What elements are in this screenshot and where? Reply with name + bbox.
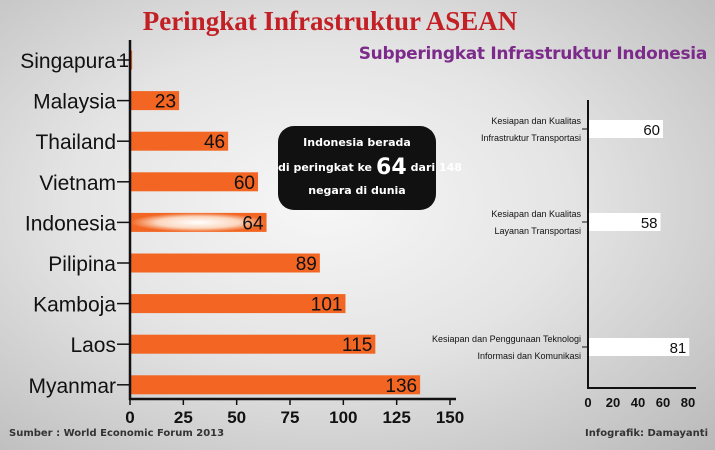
value-label-kamboja: 101 xyxy=(311,295,343,316)
sub-x-tick-label-0: 0 xyxy=(584,395,591,410)
x-tick-label-0: 0 xyxy=(125,408,134,427)
category-label-kamboja: Kamboja xyxy=(33,294,116,317)
sub-x-tick-label-60: 60 xyxy=(656,395,670,410)
bar-malaysia xyxy=(130,91,180,111)
value-label-singapura: 1 xyxy=(119,51,130,72)
value-label-vietnam: 60 xyxy=(234,173,255,194)
subbar-1 xyxy=(588,120,663,138)
category-label-malaysia: Malaysia xyxy=(33,91,116,114)
bar-kamboja xyxy=(130,294,346,314)
x-tick-label-150: 150 xyxy=(436,408,464,427)
callout-line3: negara di dunia xyxy=(308,184,406,197)
category-label-pilipina: Pilipina xyxy=(48,253,116,276)
value-label-myanmar: 136 xyxy=(385,376,417,397)
x-tick-label-25: 25 xyxy=(174,408,193,427)
x-tick-label-50: 50 xyxy=(227,408,246,427)
subchart-title: Subperingkat Infrastruktur Indonesia xyxy=(358,44,708,64)
sub-x-tick-label-80: 80 xyxy=(681,395,695,410)
callout-box: Indonesia berada di peringkat ke 64 dari 1… xyxy=(278,126,462,210)
subbar-2 xyxy=(588,213,661,231)
value-label-laos: 115 xyxy=(342,335,372,356)
value-label-indonesia: 64 xyxy=(242,213,264,234)
category-label-thailand: Thailand xyxy=(35,131,116,154)
subbar-category-label-1-line-1: Kesiapan dan Kualitas xyxy=(491,116,581,126)
sub-bar-chart: 60 Kesiapan dan Kualitas Infrastruktur Tra… xyxy=(432,100,696,410)
callout-line2: di peringkat ke 64 dari 148 xyxy=(278,155,462,180)
category-label-indonesia: Indonesia xyxy=(25,212,116,235)
value-label-thailand: 46 xyxy=(204,132,225,153)
subbar-value-label-2: 58 xyxy=(641,215,658,232)
subbar-3 xyxy=(588,338,690,356)
subbar-value-label-3: 81 xyxy=(670,340,687,357)
bar-indonesia xyxy=(130,212,267,232)
category-label-laos: Laos xyxy=(70,334,116,357)
subbar-category-label-2-line-1: Kesiapan dan Kualitas xyxy=(491,209,581,219)
callout-line2-pre: di peringkat ke xyxy=(278,161,373,174)
x-tick-label-100: 100 xyxy=(329,408,357,427)
subbar-category-label-3-line-1: Kesiapan dan Penggunaan Teknologi xyxy=(432,334,581,344)
sub-x-tick-label-20: 20 xyxy=(606,395,620,410)
x-tick-label-125: 125 xyxy=(382,408,410,427)
source-note: Sumber : World Economic Forum 2013 xyxy=(9,428,225,439)
subbar-value-label-1: 60 xyxy=(643,122,660,139)
callout-line2-post: dari 148 xyxy=(410,161,462,174)
value-label-malaysia: 23 xyxy=(155,92,176,113)
x-tick-label-75: 75 xyxy=(281,408,300,427)
category-label-myanmar: Myanmar xyxy=(28,375,116,398)
bar-myanmar xyxy=(130,375,421,395)
callout-line1: Indonesia berada xyxy=(303,136,411,149)
sub-x-tick-label-40: 40 xyxy=(631,395,645,410)
subbar-category-label-1-line-2: Infrastruktur Transportasi xyxy=(481,133,581,143)
bar-laos xyxy=(130,334,376,354)
bar-pilipina xyxy=(130,253,320,273)
category-label-singapura: Singapura xyxy=(20,50,116,73)
subbar-category-label-3-line-2: Informasi dan Komunikasi xyxy=(477,351,581,361)
bar-thailand xyxy=(130,131,229,151)
category-label-vietnam: Vietnam xyxy=(39,172,116,195)
subbar-category-label-2-line-2: Layanan Transportasi xyxy=(494,226,581,236)
value-label-pilipina: 89 xyxy=(296,254,317,275)
bar-vietnam xyxy=(130,172,258,192)
credit-note: Infografik: Damayanti xyxy=(585,428,708,439)
callout-rank: 64 xyxy=(376,155,407,180)
chart-title: Peringkat Infrastruktur ASEAN xyxy=(142,6,518,36)
